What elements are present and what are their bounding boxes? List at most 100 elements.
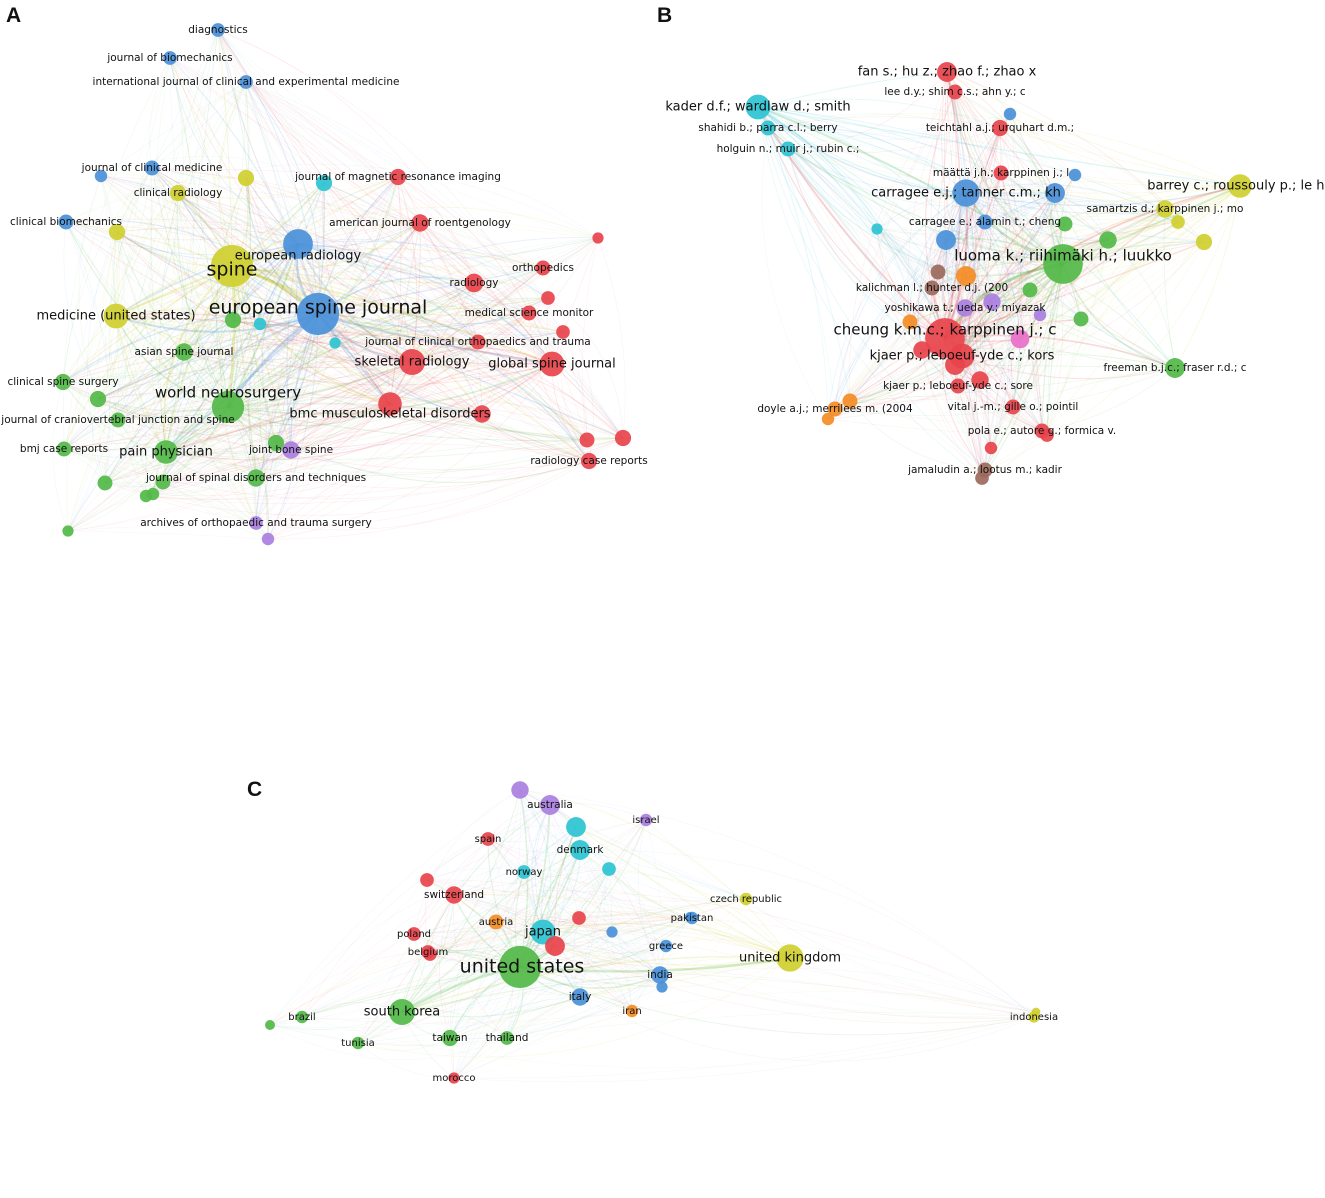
south-korea-node[interactable]: [388, 998, 416, 1026]
bmj-case-reports-node[interactable]: [56, 441, 72, 457]
minor-node[interactable]: [1068, 168, 1082, 182]
minor-node[interactable]: [253, 317, 267, 331]
carragee-e-node[interactable]: [977, 214, 993, 230]
shahidi-b-node[interactable]: [760, 120, 776, 136]
journal-of-clinical-orthopaedics-and-trauma-node[interactable]: [470, 334, 486, 350]
minor-node[interactable]: [261, 532, 275, 546]
minor-node[interactable]: [971, 371, 989, 389]
minor-node[interactable]: [108, 223, 126, 241]
minor-node[interactable]: [1099, 231, 1117, 249]
minor-node[interactable]: [541, 291, 555, 305]
radiology-node[interactable]: [464, 273, 484, 293]
india-node[interactable]: [651, 966, 669, 984]
asian-spine-journal-node[interactable]: [175, 343, 193, 361]
minor-node[interactable]: [1045, 183, 1065, 203]
holguin-n-node[interactable]: [780, 141, 796, 157]
austria-node[interactable]: [488, 914, 504, 930]
minor-node[interactable]: [224, 311, 242, 329]
minor-node[interactable]: [983, 293, 1001, 311]
minor-node[interactable]: [821, 412, 835, 426]
minor-node[interactable]: [423, 947, 437, 961]
minor-node[interactable]: [975, 471, 989, 485]
minor-node[interactable]: [1171, 215, 1185, 229]
morocco-node[interactable]: [448, 1072, 460, 1084]
iran-node[interactable]: [625, 1004, 639, 1018]
minor-node[interactable]: [146, 487, 160, 501]
switzerland-node[interactable]: [445, 886, 463, 904]
norway-node[interactable]: [517, 865, 531, 879]
minor-node[interactable]: [1022, 282, 1038, 298]
taiwan-node[interactable]: [441, 1029, 459, 1047]
bmc-musculoskeletal-disorders-node[interactable]: [378, 392, 402, 416]
joint-bone-spine-node[interactable]: [282, 441, 300, 459]
doyle-aj-node[interactable]: [827, 401, 843, 417]
minor-node[interactable]: [420, 873, 434, 887]
minor-node[interactable]: [267, 434, 285, 452]
minor-node[interactable]: [237, 169, 255, 187]
barrey-c-node[interactable]: [1228, 174, 1252, 198]
minor-node[interactable]: [155, 474, 171, 490]
minor-node[interactable]: [842, 393, 858, 409]
minor-node[interactable]: [265, 1020, 275, 1030]
minor-node[interactable]: [606, 926, 618, 938]
orthopedics-node[interactable]: [535, 260, 551, 276]
medicine-united-states-node[interactable]: [103, 303, 129, 329]
maatta-jh-node[interactable]: [993, 165, 1009, 181]
minor-node[interactable]: [902, 314, 918, 330]
thailand-node[interactable]: [500, 1031, 514, 1045]
minor-node[interactable]: [1003, 107, 1017, 121]
minor-node[interactable]: [89, 390, 107, 408]
israel-node[interactable]: [639, 813, 653, 827]
minor-node[interactable]: [572, 911, 586, 925]
minor-node[interactable]: [97, 475, 113, 491]
minor-node[interactable]: [556, 325, 570, 339]
minor-node[interactable]: [871, 223, 883, 235]
minor-node[interactable]: [62, 525, 74, 537]
european-radiology-node[interactable]: [283, 229, 313, 259]
journal-of-clinical-medicine-node[interactable]: [144, 160, 160, 176]
vital-jm-node[interactable]: [1005, 399, 1021, 415]
minor-node[interactable]: [1073, 311, 1089, 327]
european-spine-journal-node[interactable]: [296, 292, 340, 336]
italy-node[interactable]: [571, 988, 589, 1006]
kjaer-p-2-node[interactable]: [950, 378, 966, 394]
minor-node[interactable]: [592, 232, 604, 244]
clinical-biomechanics-node[interactable]: [58, 214, 74, 230]
minor-node[interactable]: [315, 174, 333, 192]
freeman-bjc-node[interactable]: [1165, 358, 1185, 378]
clinical-radiology-node[interactable]: [169, 184, 187, 202]
medical-science-monitor-node[interactable]: [521, 305, 537, 321]
minor-node[interactable]: [984, 441, 998, 455]
world-neurosurgery-node[interactable]: [211, 390, 245, 424]
united-states-node[interactable]: [498, 945, 542, 989]
skeletal-radiology-node[interactable]: [398, 348, 426, 376]
journal-of-biomechanics-node[interactable]: [163, 51, 177, 65]
denmark-node[interactable]: [570, 840, 590, 860]
minor-node[interactable]: [930, 264, 946, 280]
journal-of-magnetic-resonance-imaging-node[interactable]: [389, 168, 407, 186]
minor-node[interactable]: [913, 341, 931, 359]
minor-node[interactable]: [329, 337, 341, 349]
spine-node[interactable]: [210, 244, 254, 288]
samartzis-d-node[interactable]: [1156, 200, 1174, 218]
journal-of-spinal-disorders-and-techniques-node[interactable]: [247, 469, 265, 487]
poland-node[interactable]: [407, 927, 421, 941]
minor-node[interactable]: [1195, 233, 1213, 251]
spain-node[interactable]: [481, 832, 495, 846]
minor-node[interactable]: [1010, 329, 1030, 349]
carragee-ej-node[interactable]: [952, 179, 980, 207]
global-spine-journal-node[interactable]: [539, 351, 565, 377]
minor-node[interactable]: [1033, 308, 1047, 322]
minor-node[interactable]: [1031, 1007, 1041, 1017]
tunisia-node[interactable]: [351, 1036, 365, 1050]
diagnostics-node[interactable]: [211, 23, 225, 37]
minor-node[interactable]: [1040, 428, 1054, 442]
minor-node[interactable]: [473, 405, 491, 423]
australia-node[interactable]: [540, 795, 560, 815]
czech-republic-node[interactable]: [739, 892, 753, 906]
united-kingdom-node[interactable]: [776, 944, 804, 972]
minor-node[interactable]: [656, 981, 668, 993]
minor-node[interactable]: [579, 432, 595, 448]
lee-dy-node[interactable]: [947, 84, 963, 100]
teichtahl-aj-node[interactable]: [991, 119, 1009, 137]
